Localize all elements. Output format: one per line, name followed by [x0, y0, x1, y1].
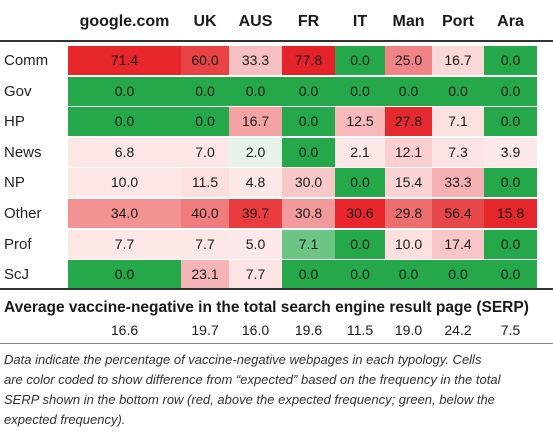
table-cell: 16.7 [432, 46, 484, 75]
row-label: NP [4, 174, 25, 192]
table-cell: 0.0 [282, 107, 335, 137]
table-cell: 30.6 [335, 199, 385, 228]
table-cell: 0.0 [229, 76, 282, 106]
table-cell: 0.0 [432, 260, 484, 290]
table-cell: 12.5 [335, 107, 385, 137]
table-cell: 2.0 [229, 137, 282, 167]
table-cell: 16.7 [229, 107, 282, 137]
table-cell: 0.0 [68, 260, 181, 290]
note-line: expected frequency). [4, 412, 126, 427]
table-cell: 0.0 [484, 260, 537, 290]
table-cell: 39.7 [229, 199, 282, 228]
table-cell: 30.0 [282, 168, 335, 198]
table-cell: 0.0 [282, 76, 335, 106]
row-label: ScJ [4, 266, 30, 284]
average-title: Average vaccine-negative in the total se… [4, 299, 529, 316]
table-cell: 11.5 [181, 168, 229, 198]
table-cell: 7.7 [68, 229, 181, 259]
table-cell: 29.8 [385, 199, 432, 228]
table-cell: 0.0 [335, 168, 385, 198]
table-cell: 0.0 [385, 76, 432, 106]
table-cell: 0.0 [335, 229, 385, 259]
table-cell: 0.0 [68, 76, 181, 106]
table-cell: 34.0 [68, 199, 181, 228]
table-cell: 71.4 [68, 46, 181, 75]
bottom-rule [0, 288, 553, 290]
table-cell: 4.8 [229, 168, 282, 198]
table-cell: 7.0 [181, 137, 229, 167]
average-value: 16.6 [110, 322, 139, 338]
average-value: 19.0 [394, 322, 423, 338]
table-cell: 12.1 [385, 137, 432, 167]
table-cell: 0.0 [181, 107, 229, 137]
table-cell: 0.0 [432, 76, 484, 106]
row-label: Comm [4, 52, 49, 69]
column-header: FR [297, 13, 320, 30]
table-cell: 33.3 [432, 168, 484, 198]
column-header: AUS [238, 13, 273, 30]
table-cell: 56.4 [432, 199, 484, 228]
header-rule [0, 40, 553, 42]
row-label: Gov [4, 82, 32, 100]
table-cell: 0.0 [484, 168, 537, 198]
average-value: 16.0 [241, 322, 270, 338]
table-cell: 77.8 [282, 46, 335, 75]
table-cell: 7.1 [282, 229, 335, 259]
table-cell: 25.0 [385, 46, 432, 75]
table-cell: 2.1 [335, 137, 385, 167]
table-cell: 7.7 [181, 229, 229, 259]
row-label: News [4, 143, 42, 161]
average-value: 19.7 [191, 322, 219, 338]
table-cell: 0.0 [484, 107, 537, 137]
row-label: Other [4, 205, 42, 222]
table-cell: 0.0 [385, 260, 432, 290]
table-cell: 7.3 [432, 137, 484, 167]
column-header: google.com [79, 13, 170, 30]
table-cell: 0.0 [484, 76, 537, 106]
row-label: Prof [4, 235, 32, 253]
column-header: Port [442, 13, 474, 30]
table-cell: 15.8 [484, 199, 537, 228]
table-cell: 7.7 [229, 260, 282, 290]
table-cell: 10.0 [68, 168, 181, 198]
row-label: HP [4, 113, 25, 131]
table-cell: 0.0 [335, 76, 385, 106]
table-cell: 6.8 [68, 137, 181, 167]
table-cell: 0.0 [282, 137, 335, 167]
table-cell: 17.4 [432, 229, 484, 259]
table-cell: 40.0 [181, 199, 229, 228]
note-line: Data indicate the percentage of vaccine-… [4, 352, 482, 367]
column-header: IT [352, 13, 368, 30]
table-cell: 60.0 [181, 46, 229, 75]
table-cell: 0.0 [335, 46, 385, 75]
average-value: 11.5 [346, 322, 374, 338]
average-value: 19.6 [294, 322, 323, 338]
column-header: Man [392, 13, 425, 30]
table-cell: 30.8 [282, 199, 335, 228]
table-cell: 0.0 [484, 46, 537, 75]
table-cell: 3.9 [484, 137, 537, 167]
table-cell: 0.0 [282, 260, 335, 290]
footer-rule [0, 343, 553, 344]
note-line: are color coded to show difference from … [4, 372, 501, 387]
note-line: SERP shown in the bottom row (red, above… [4, 392, 495, 407]
average-value: 7.5 [500, 322, 521, 338]
column-header: UK [193, 13, 217, 30]
average-value: 24.2 [444, 322, 472, 338]
table-cell: 33.3 [229, 46, 282, 75]
table-cell: 0.0 [335, 260, 385, 290]
table-cell: 0.0 [68, 107, 181, 137]
table-cell: 27.8 [385, 107, 432, 137]
table-cell: 0.0 [484, 229, 537, 259]
table-cell: 0.0 [181, 76, 229, 106]
table-cell: 15.4 [385, 168, 432, 198]
table-cell: 10.0 [385, 229, 432, 259]
table-cell: 5.0 [229, 229, 282, 259]
table-cell: 7.1 [432, 107, 484, 137]
table-cell: 23.1 [181, 260, 229, 290]
column-header: Ara [497, 13, 524, 30]
